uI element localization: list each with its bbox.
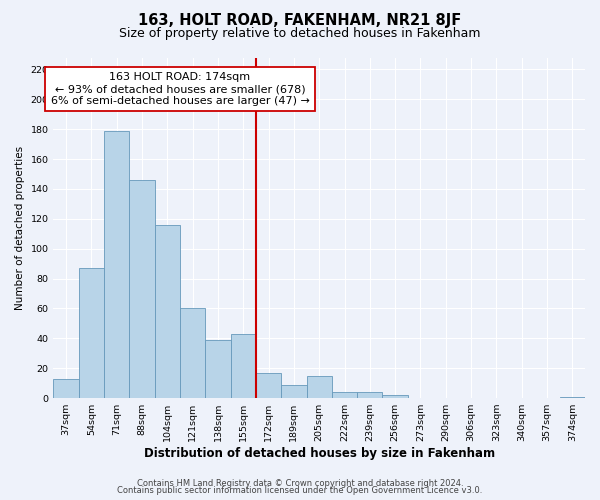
Bar — [357, 392, 382, 398]
Bar — [155, 225, 180, 398]
X-axis label: Distribution of detached houses by size in Fakenham: Distribution of detached houses by size … — [143, 447, 495, 460]
Bar — [79, 268, 104, 398]
Bar — [230, 334, 256, 398]
Bar — [560, 396, 585, 398]
Bar — [281, 384, 307, 398]
Bar — [180, 308, 205, 398]
Text: Size of property relative to detached houses in Fakenham: Size of property relative to detached ho… — [119, 28, 481, 40]
Text: Contains public sector information licensed under the Open Government Licence v3: Contains public sector information licen… — [118, 486, 482, 495]
Text: 163, HOLT ROAD, FAKENHAM, NR21 8JF: 163, HOLT ROAD, FAKENHAM, NR21 8JF — [139, 12, 461, 28]
Bar — [53, 378, 79, 398]
Text: Contains HM Land Registry data © Crown copyright and database right 2024.: Contains HM Land Registry data © Crown c… — [137, 478, 463, 488]
Bar — [205, 340, 230, 398]
Y-axis label: Number of detached properties: Number of detached properties — [15, 146, 25, 310]
Bar — [307, 376, 332, 398]
Bar — [104, 130, 130, 398]
Bar — [256, 372, 281, 398]
Bar — [332, 392, 357, 398]
Text: 163 HOLT ROAD: 174sqm
← 93% of detached houses are smaller (678)
6% of semi-deta: 163 HOLT ROAD: 174sqm ← 93% of detached … — [50, 72, 310, 106]
Bar — [130, 180, 155, 398]
Bar — [382, 395, 408, 398]
